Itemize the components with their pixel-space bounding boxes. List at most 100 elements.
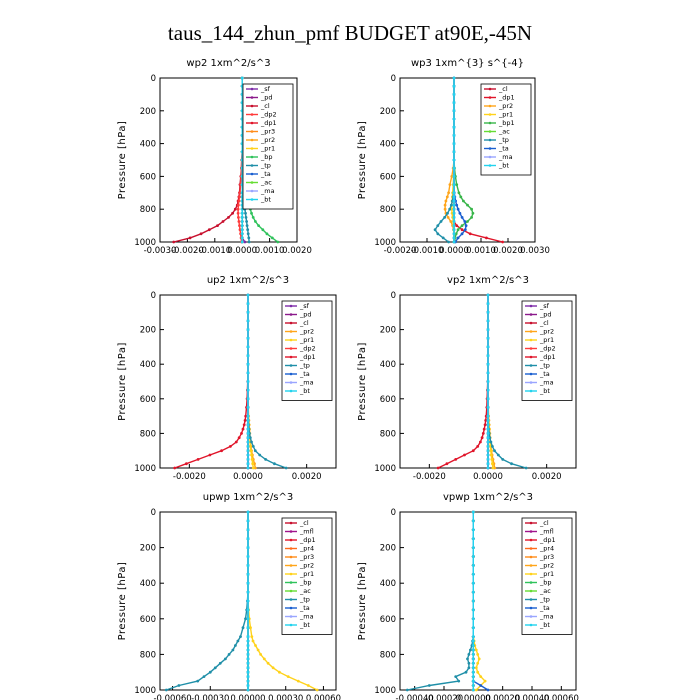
series-point-bt <box>246 670 250 674</box>
series-point-bt <box>486 462 490 466</box>
series-point-pr1 <box>259 653 262 656</box>
series-point-bt <box>452 211 456 215</box>
series-point-tp <box>202 675 206 678</box>
legend-label: _pr1 <box>498 111 513 119</box>
legend-label: _bt <box>539 387 550 395</box>
series-point-tp <box>241 626 245 630</box>
series-point-bt <box>486 354 490 357</box>
series-point-bt <box>246 684 250 687</box>
series-point-bt <box>246 599 250 603</box>
series-point-tp <box>253 449 257 453</box>
series-point-pr1 <box>250 635 254 638</box>
series-point-dp1 <box>229 445 232 448</box>
panel-title: vpwp 1xm^2/s^3 <box>443 492 533 503</box>
legend-marker <box>529 381 533 384</box>
x-tick-label: 0.00000 <box>230 694 265 700</box>
series-line-tp <box>247 295 287 469</box>
y-axis-label: Pressure [hPa] <box>117 121 128 200</box>
series-line-tp <box>487 295 527 469</box>
legend-marker <box>250 96 254 99</box>
series-point-bt <box>452 195 456 199</box>
series-point-cl <box>188 236 192 240</box>
legend-marker <box>488 147 492 150</box>
series-point-tp <box>231 648 235 652</box>
series-point-dp1 <box>460 228 464 232</box>
series-point-tp <box>436 224 440 228</box>
y-tick-label: 400 <box>140 579 156 589</box>
legend-label: _ma <box>299 613 314 621</box>
y-tick-label: 1000 <box>374 686 396 696</box>
series-point-bt <box>471 688 475 692</box>
legend-marker <box>529 355 533 359</box>
series-point-bt <box>471 528 475 532</box>
series-point-bt <box>246 319 250 323</box>
series-point-bt <box>246 675 250 678</box>
series-point-bt <box>246 336 250 340</box>
series-point-dp1 <box>241 427 245 431</box>
legend-marker <box>529 530 533 533</box>
series-point-bt <box>471 546 475 549</box>
legend-label: _dp1 <box>299 353 316 361</box>
legend-label: _ma <box>539 613 554 621</box>
series-point-bt <box>246 397 250 401</box>
series-point-bt <box>246 572 250 576</box>
series-point-bt <box>246 564 250 567</box>
series-point-bt <box>246 635 250 638</box>
series-point-bt <box>452 166 456 170</box>
legend-marker <box>488 87 492 91</box>
x-tick-label: 0.0020 <box>292 472 322 482</box>
series-point-bp1 <box>455 183 459 187</box>
series-point-dp1 <box>237 436 241 440</box>
series-point-bp1 <box>466 203 469 207</box>
series-point-pr1 <box>306 684 310 687</box>
y-tick-label: 800 <box>140 650 156 660</box>
series-point-tp <box>501 458 505 461</box>
series-point-bt <box>246 617 250 621</box>
panel-6: vpwp 1xm^2/s^3 Pressure [hPa] 0 200 400 600 80… <box>357 492 579 700</box>
legend-marker <box>529 581 533 584</box>
series-point-bt <box>240 232 244 236</box>
legend-label: _bp <box>260 153 273 161</box>
legend-label: _pr2 <box>299 328 314 336</box>
series-point-bt <box>486 414 490 418</box>
series-point-pr1 <box>315 688 319 692</box>
series-point-ta <box>460 232 464 236</box>
legend-marker <box>488 138 492 142</box>
series-point-bt <box>246 440 250 444</box>
legend-marker <box>289 372 293 376</box>
series-point-pr1 <box>286 675 290 678</box>
series-point-bt <box>246 657 250 661</box>
legend-marker <box>529 313 533 316</box>
legend-label: _pr1 <box>299 570 314 578</box>
legend-marker <box>529 623 533 627</box>
y-axis-label: Pressure [hPa] <box>117 562 128 641</box>
legend-label: _pr1 <box>539 336 554 344</box>
series-point-bt <box>246 310 250 314</box>
series-point-pr1 <box>489 453 493 457</box>
legend-marker <box>289 338 293 342</box>
legend-label: _tp <box>260 162 271 170</box>
series-point-bt <box>452 216 456 219</box>
series-point-bt <box>471 572 475 576</box>
series-point-bt <box>246 528 250 532</box>
legend-marker <box>529 330 533 333</box>
legend-label: _pr3 <box>299 553 314 561</box>
series-point-bt <box>246 648 250 652</box>
series-point-bt <box>486 466 490 470</box>
series-point-cl <box>231 211 235 215</box>
series-point-dp1 <box>471 449 475 453</box>
y-tick-label: 400 <box>380 360 396 370</box>
series-point-bp <box>261 228 265 232</box>
legend-marker <box>289 389 293 393</box>
series-point-bt <box>246 419 250 422</box>
legend-marker <box>289 530 293 533</box>
series-point-tp <box>467 653 471 656</box>
series-point-pr1 <box>266 661 270 665</box>
series-point-dp1 <box>480 436 484 440</box>
series-point-pr1 <box>262 657 266 661</box>
series-point-bt <box>246 679 250 683</box>
legend-label: _dp2 <box>260 111 277 119</box>
y-tick-label: 0 <box>151 508 156 518</box>
legend-marker <box>529 615 533 618</box>
series-point-bt <box>486 458 490 461</box>
